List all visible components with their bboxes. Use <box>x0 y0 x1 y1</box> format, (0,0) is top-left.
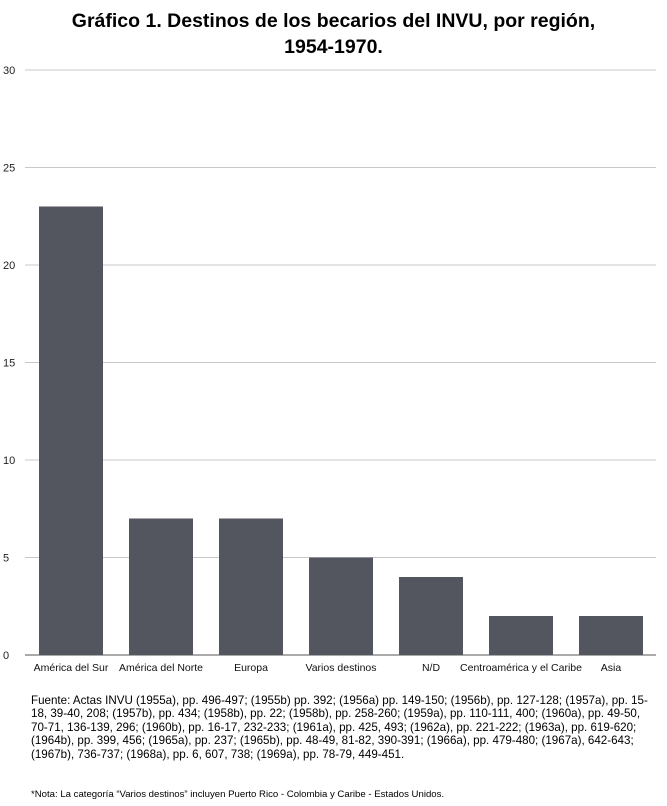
y-tick-label: 20 <box>3 260 15 272</box>
y-tick-label: 5 <box>3 553 9 565</box>
bar-2 <box>129 518 193 655</box>
x-tick-label: América del Norte <box>119 662 203 674</box>
x-axis-tick-labels: América del Sur América del Norte Europa Va… <box>34 662 622 674</box>
bar-6 <box>489 616 553 655</box>
bar-3 <box>219 518 283 655</box>
bar-7 <box>579 616 643 655</box>
y-tick-label: 25 <box>3 163 15 175</box>
footnote: *Nota: La categoría “Varios destinos” in… <box>31 789 445 800</box>
y-tick-label: 0 <box>3 650 9 662</box>
x-tick-label: Centroamérica y el Caribe <box>460 662 582 674</box>
y-axis-tick-labels: 0 5 10 15 20 25 30 <box>3 65 15 662</box>
bar-5 <box>399 577 463 655</box>
chart-title: Gráfico 1. Destinos de los becarios del … <box>0 8 667 60</box>
y-tick-label: 15 <box>3 358 15 370</box>
chart-title-line-2: 1954-1970. <box>284 36 383 58</box>
x-tick-label: América del Sur <box>34 662 109 674</box>
bar-4 <box>309 557 373 655</box>
bar-1 <box>39 206 103 655</box>
x-tick-label: Varios destinos <box>305 662 376 674</box>
bars <box>39 206 643 655</box>
x-tick-label: Europa <box>234 662 268 674</box>
source-citation: Fuente: Actas INVU (1955a), pp. 496-497;… <box>31 694 648 761</box>
y-tick-label: 10 <box>3 455 15 467</box>
chart-title-line-1: Gráfico 1. Destinos de los becarios del … <box>71 10 596 32</box>
x-tick-label: N/D <box>422 662 441 674</box>
x-tick-label: Asia <box>601 662 622 674</box>
y-tick-label: 30 <box>3 65 15 77</box>
